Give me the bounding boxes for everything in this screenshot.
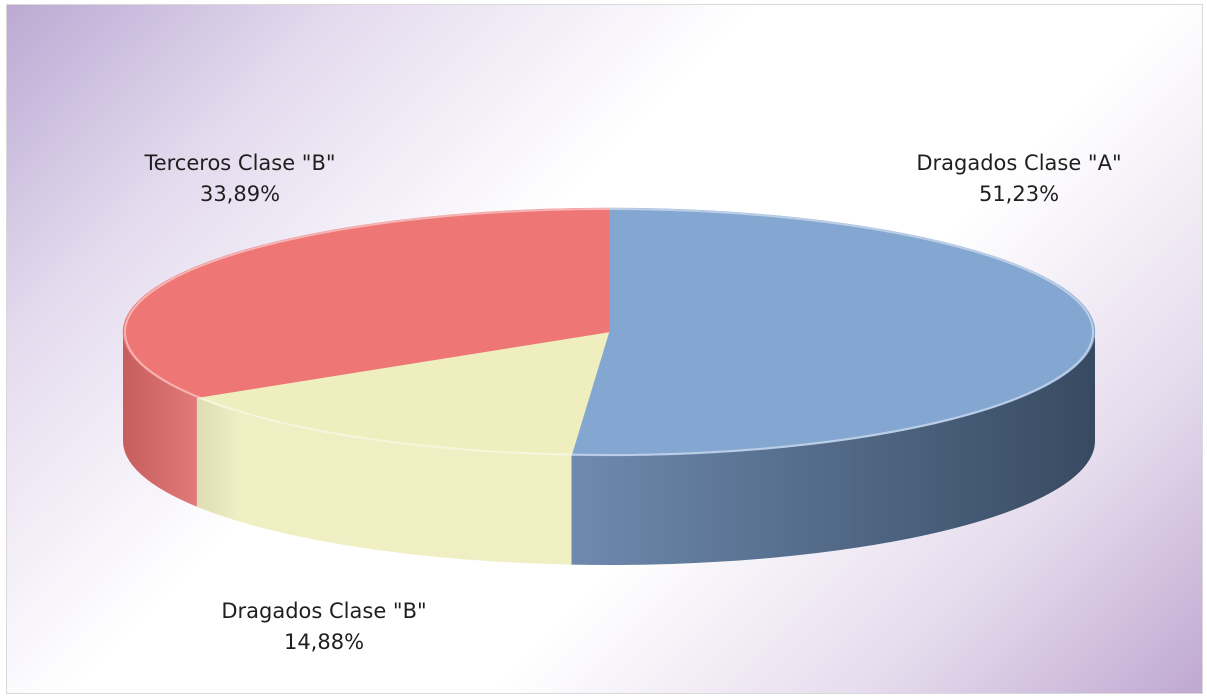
pie-slice-dragados-clase-a[interactable] [571,207,1096,457]
pie-slice-dragados-clase-b[interactable] [195,331,610,456]
pie-chart: Dragados Clase "A"51,23%Dragados Clase "… [122,151,1122,654]
data-label-percent: 51,23% [979,182,1059,206]
pie-side-dragados-clase-b [196,397,572,565]
pie-side-terceros-clase-b [123,332,197,507]
data-label-percent: 14,88% [284,630,364,654]
pie-labels: Dragados Clase "A"51,23%Dragados Clase "… [143,151,1121,654]
data-label-dragados-clase-b: Dragados Clase "B" 14,88% [221,599,426,654]
pie-slice-terceros-clase-b[interactable] [122,207,610,398]
data-label-dragados-clase-a: Dragados Clase "A" 51,23% [916,151,1121,206]
pie-sides [123,332,1095,565]
data-label-name: Dragados Clase "B" [221,599,426,623]
pie-top [122,207,1096,457]
chart-area: Dragados Clase "A" 51,23% Dragados Clase "… [6,4,1203,694]
data-label-name: Dragados Clase "A" [916,151,1121,175]
data-label-percent: 33,89% [200,182,280,206]
data-label-name: Terceros Clase "B" [143,151,335,175]
pie-rim-highlight [124,208,1094,456]
data-label-terceros-clase-b: Terceros Clase "B" 33,89% [143,151,335,206]
pie-side-dragados-clase-a [571,332,1095,565]
